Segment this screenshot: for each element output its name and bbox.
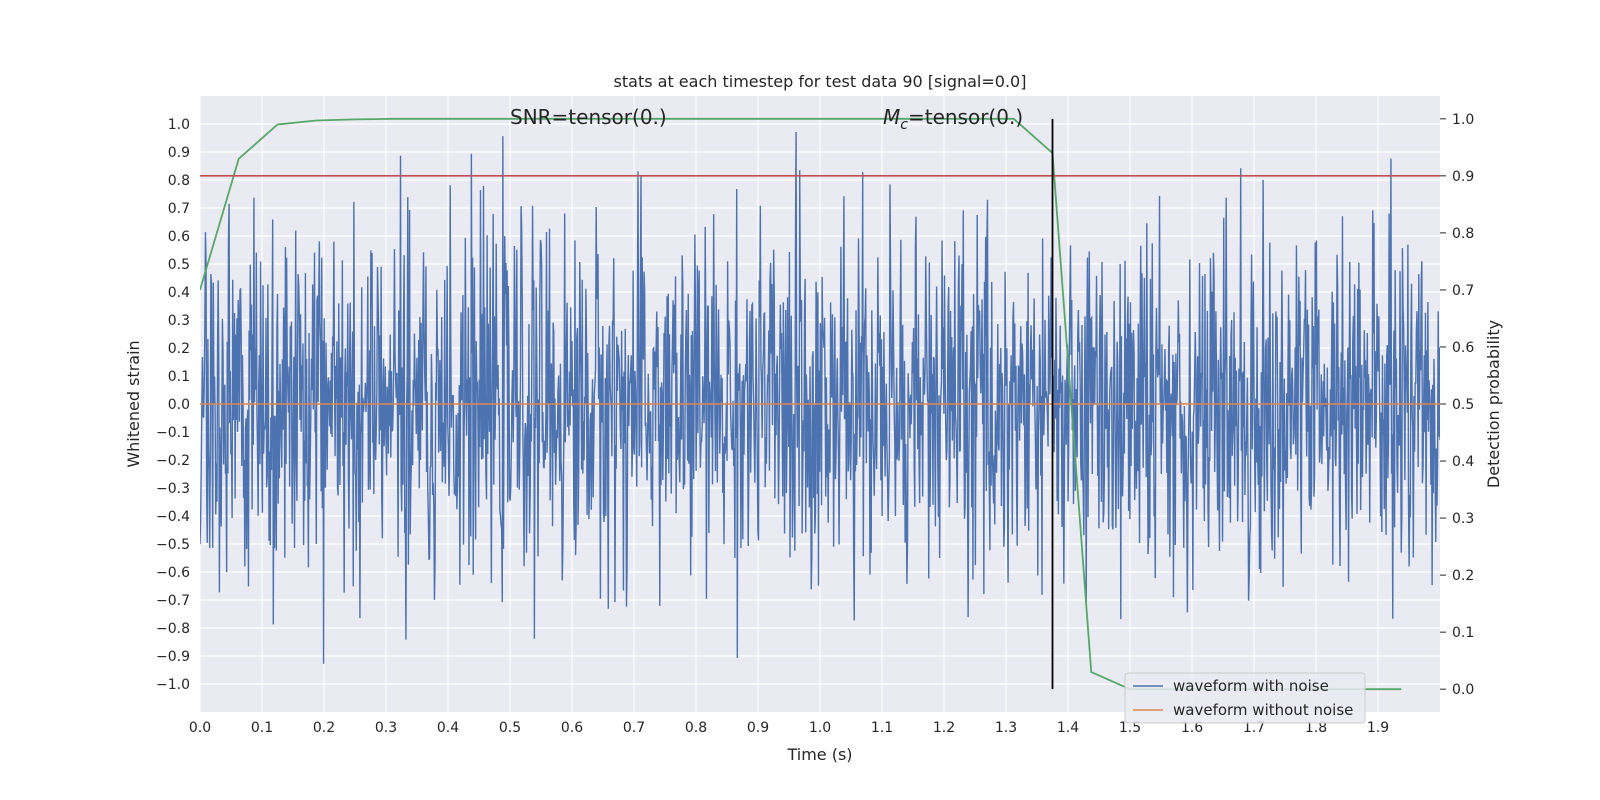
y-tick-label: −0.2 [156, 453, 190, 469]
x-tick-label: 0.1 [251, 720, 273, 736]
y-tick-label: 0.6 [168, 229, 190, 245]
snr-annotation: SNR=tensor(0.) [510, 105, 667, 129]
y-tick-label: −1.0 [156, 677, 190, 693]
y-axis-label: Whitened strain [124, 340, 143, 467]
x-tick-label: 0.9 [747, 720, 769, 736]
x-tick-label: 0.7 [623, 720, 645, 736]
chirp-mass-symbol: M [883, 105, 900, 129]
x-tick-label: 0.6 [561, 720, 583, 736]
y-tick-label: 0.5 [168, 257, 190, 273]
x-axis-ticks: 0.0 0.1 0.2 0.3 0.4 0.5 0.6 0.7 0.8 0.9 1.0 1.1 1.2 1… [189, 720, 1389, 736]
x-tick-label: 1.5 [1119, 720, 1141, 736]
y2-tick-label: 0.4 [1452, 454, 1474, 470]
y2-tick-label: 0.1 [1452, 625, 1474, 641]
x-tick-label: 0.8 [685, 720, 707, 736]
chirp-mass-annotation: Mc=tensor(0.) [883, 105, 1023, 133]
y2-tick-label: 0.5 [1452, 397, 1474, 413]
x-tick-label: 1.2 [933, 720, 955, 736]
y2-tick-label: 0.2 [1452, 568, 1474, 584]
y2-tick-label: 0.0 [1452, 682, 1474, 698]
y-tick-label: 0.1 [168, 369, 190, 385]
x-tick-label: 1.1 [871, 720, 893, 736]
y2-tick-label: 0.9 [1452, 169, 1474, 185]
reference-lines [200, 118, 1440, 690]
y-tick-label: −0.7 [156, 593, 190, 609]
y2-tick-label: 0.8 [1452, 226, 1474, 242]
y-tick-label: −0.5 [156, 537, 190, 553]
legend-label-waveform-with-noise: waveform with noise [1173, 677, 1329, 695]
legend: waveform with noise waveform without noi… [1124, 672, 1366, 724]
x-tick-label: 1.0 [809, 720, 831, 736]
y-tick-label: 1.0 [168, 117, 190, 133]
y-tick-label: 0.7 [168, 201, 190, 217]
y-tick-label: 0.4 [168, 285, 190, 301]
legend-box [1124, 672, 1366, 724]
x-tick-label: 1.8 [1305, 720, 1327, 736]
x-tick-label: 1.9 [1367, 720, 1389, 736]
chirp-mass-subscript: c [900, 117, 908, 133]
chart-title: stats at each timestep for test data 90 … [614, 72, 1027, 91]
x-tick-label: 0.3 [375, 720, 397, 736]
y-axis-ticks: 1.0 0.9 0.8 0.7 0.6 0.5 0.4 0.3 0.2 0.1 0.0 −0.1 −0.… [156, 117, 190, 693]
y-tick-label: −0.8 [156, 621, 190, 637]
y-tick-label: −0.1 [156, 425, 190, 441]
y-tick-label: 0.2 [168, 341, 190, 357]
y-tick-label: 0.3 [168, 313, 190, 329]
x-tick-label: 1.4 [1057, 720, 1079, 736]
x-tick-label: 1.6 [1181, 720, 1203, 736]
x-tick-label: 0.5 [499, 720, 521, 736]
chirp-mass-value: =tensor(0.) [908, 105, 1023, 129]
y2-tick-label: 1.0 [1452, 112, 1474, 128]
y-tick-label: 0.0 [168, 397, 190, 413]
x-tick-label: 0.2 [313, 720, 335, 736]
y2-tick-label: 0.6 [1452, 340, 1474, 356]
y-tick-label: −0.4 [156, 509, 190, 525]
x-tick-label: 1.3 [995, 720, 1017, 736]
y-tick-label: −0.6 [156, 565, 190, 581]
x-tick-label: 0.4 [437, 720, 459, 736]
x-tick-label: 0.0 [189, 720, 211, 736]
y2-tick-label: 0.7 [1452, 283, 1474, 299]
y-tick-label: −0.9 [156, 649, 190, 665]
legend-label-waveform-without-noise: waveform without noise [1173, 701, 1353, 719]
y2-axis-label: Detection probability [1484, 320, 1503, 488]
y2-tick-label: 0.3 [1452, 511, 1474, 527]
x-axis-label: Time (s) [786, 745, 852, 764]
y-tick-label: −0.3 [156, 481, 190, 497]
x-tick-label: 1.7 [1243, 720, 1265, 736]
series-waveform-with-noise [200, 131, 1440, 664]
y-tick-label: 0.8 [168, 173, 190, 189]
y-tick-label: 0.9 [168, 145, 190, 161]
y2-axis-ticks: 1.0 0.9 0.8 0.7 0.6 0.5 0.4 0.3 0.2 0.1 0.0 [1440, 112, 1474, 698]
